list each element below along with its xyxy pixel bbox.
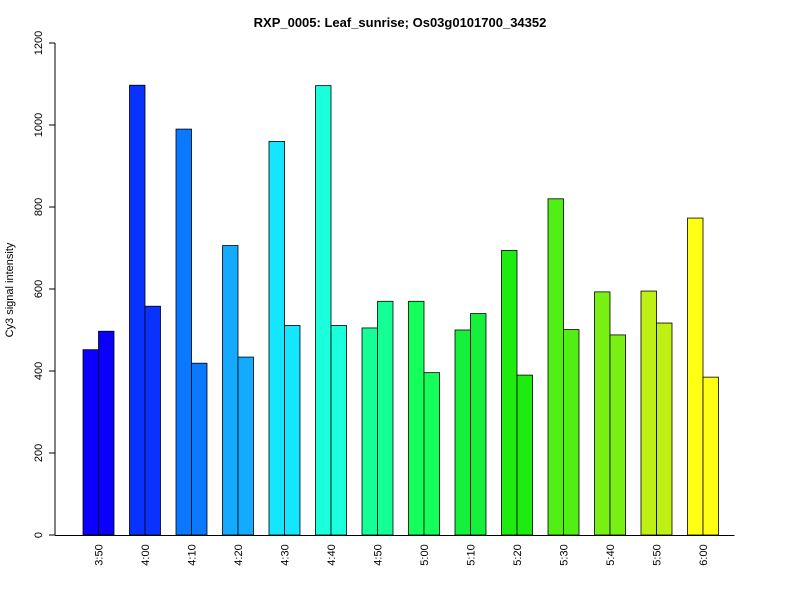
bar-430-2 xyxy=(284,325,301,536)
x-tick-label: 5:10 xyxy=(466,544,478,565)
x-tick-label: 5:20 xyxy=(512,544,524,565)
bar-540-1 xyxy=(594,291,611,536)
x-tick-label: 5:00 xyxy=(419,544,431,565)
bar-410-2 xyxy=(191,362,208,536)
bar-520-1 xyxy=(501,250,518,536)
y-tick-label: 1200 xyxy=(33,31,45,55)
bar-400-1 xyxy=(129,84,146,536)
x-tick-label: 5:30 xyxy=(559,544,571,565)
y-tick-label: 0 xyxy=(33,532,45,538)
bar-600-1 xyxy=(687,217,704,536)
plot-area: 0 200 400 600 800 1000 1200 3:50 4:00 4:10 4:20 4:3… xyxy=(33,31,735,566)
y-tick-label: 1000 xyxy=(33,113,45,137)
bar-440-2 xyxy=(330,325,347,536)
bar-420-1 xyxy=(222,245,239,536)
bar-550-1 xyxy=(640,290,657,536)
bar-430-1 xyxy=(268,140,285,536)
bar-550-2 xyxy=(656,322,673,536)
x-tick-label: 4:30 xyxy=(280,544,292,565)
bar-530-1 xyxy=(547,198,564,536)
bar-350-2 xyxy=(98,330,115,536)
y-tick-label: 800 xyxy=(33,198,45,216)
bar-500-2 xyxy=(423,372,440,536)
y-axis-label: Cy3 signal intensity xyxy=(4,242,16,337)
chart-title: RXP_0005: Leaf_sunrise; Os03g0101700_343… xyxy=(254,15,547,30)
bar-600-2 xyxy=(702,376,719,536)
y-tick-label: 400 xyxy=(33,362,45,380)
x-tick-label: 6:00 xyxy=(698,544,710,565)
y-tick-label: 200 xyxy=(33,444,45,462)
x-tick-label: 4:00 xyxy=(140,544,152,565)
bar-450-1 xyxy=(361,327,378,536)
bar-400-2 xyxy=(144,305,161,536)
x-tick-label: 4:20 xyxy=(233,544,245,565)
bar-510-1 xyxy=(454,329,471,536)
x-tick-label: 4:10 xyxy=(187,544,199,565)
bar-420-2 xyxy=(237,356,254,536)
bar-440-1 xyxy=(315,85,332,536)
x-tick-label: 3:50 xyxy=(94,544,106,565)
y-tick-label: 600 xyxy=(33,280,45,298)
bar-510-2 xyxy=(470,313,487,536)
x-tick-label: 4:40 xyxy=(326,544,338,565)
bar-530-2 xyxy=(563,329,580,536)
bar-450-2 xyxy=(377,300,394,536)
x-tick-label: 5:40 xyxy=(605,544,617,565)
x-tick-label: 4:50 xyxy=(373,544,385,565)
bar-350-1 xyxy=(82,349,99,536)
bar-520-2 xyxy=(516,374,533,536)
x-tick-label: 5:50 xyxy=(652,544,664,565)
bar-540-2 xyxy=(609,334,626,536)
bar-500-1 xyxy=(408,300,425,536)
bar-410-1 xyxy=(175,128,192,536)
